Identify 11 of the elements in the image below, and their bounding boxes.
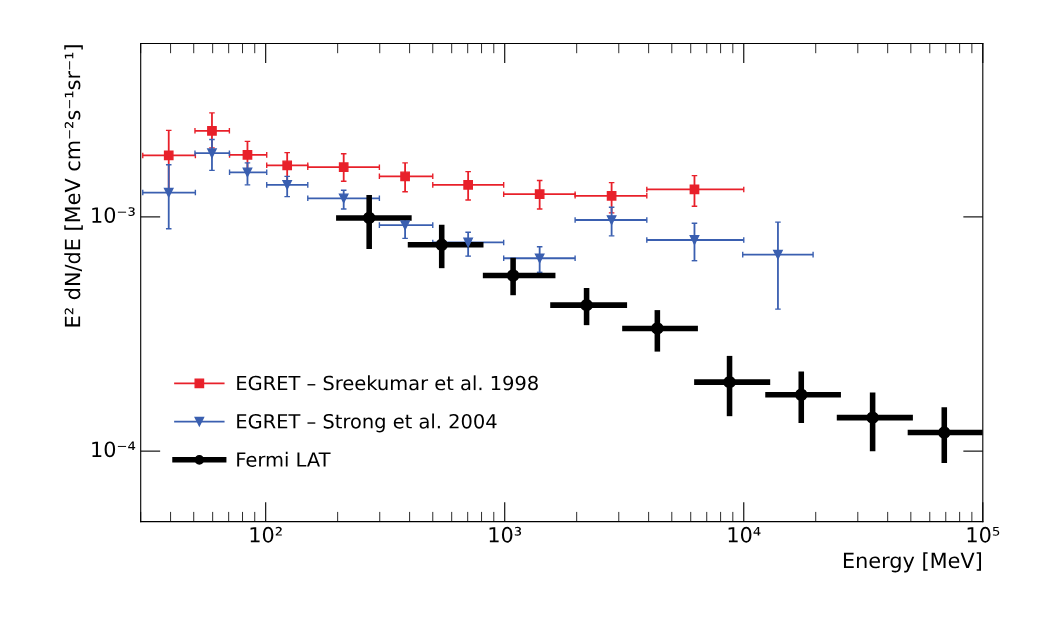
y-tick-label: 10⁻³ xyxy=(92,207,135,223)
legend-label: EGRET – Strong et al. 2004 xyxy=(237,413,497,433)
legend-label: EGRET – Sreekumar et al. 1998 xyxy=(237,375,538,391)
legend-label: Fermi LAT xyxy=(237,451,331,467)
x-tick-label: 10⁴ xyxy=(728,526,761,543)
x-tick-label: 10⁵ xyxy=(967,526,1000,543)
y-tick-label: 10⁻⁴ xyxy=(92,441,136,458)
x-tick-label: 10³ xyxy=(489,526,522,543)
x-axis-title: Energy [MeV] xyxy=(843,552,981,573)
x-tick-label: 10² xyxy=(250,526,282,543)
y-axis-title: E² dN/dE [MeV cm⁻²s⁻¹sr⁻¹] xyxy=(64,45,83,327)
